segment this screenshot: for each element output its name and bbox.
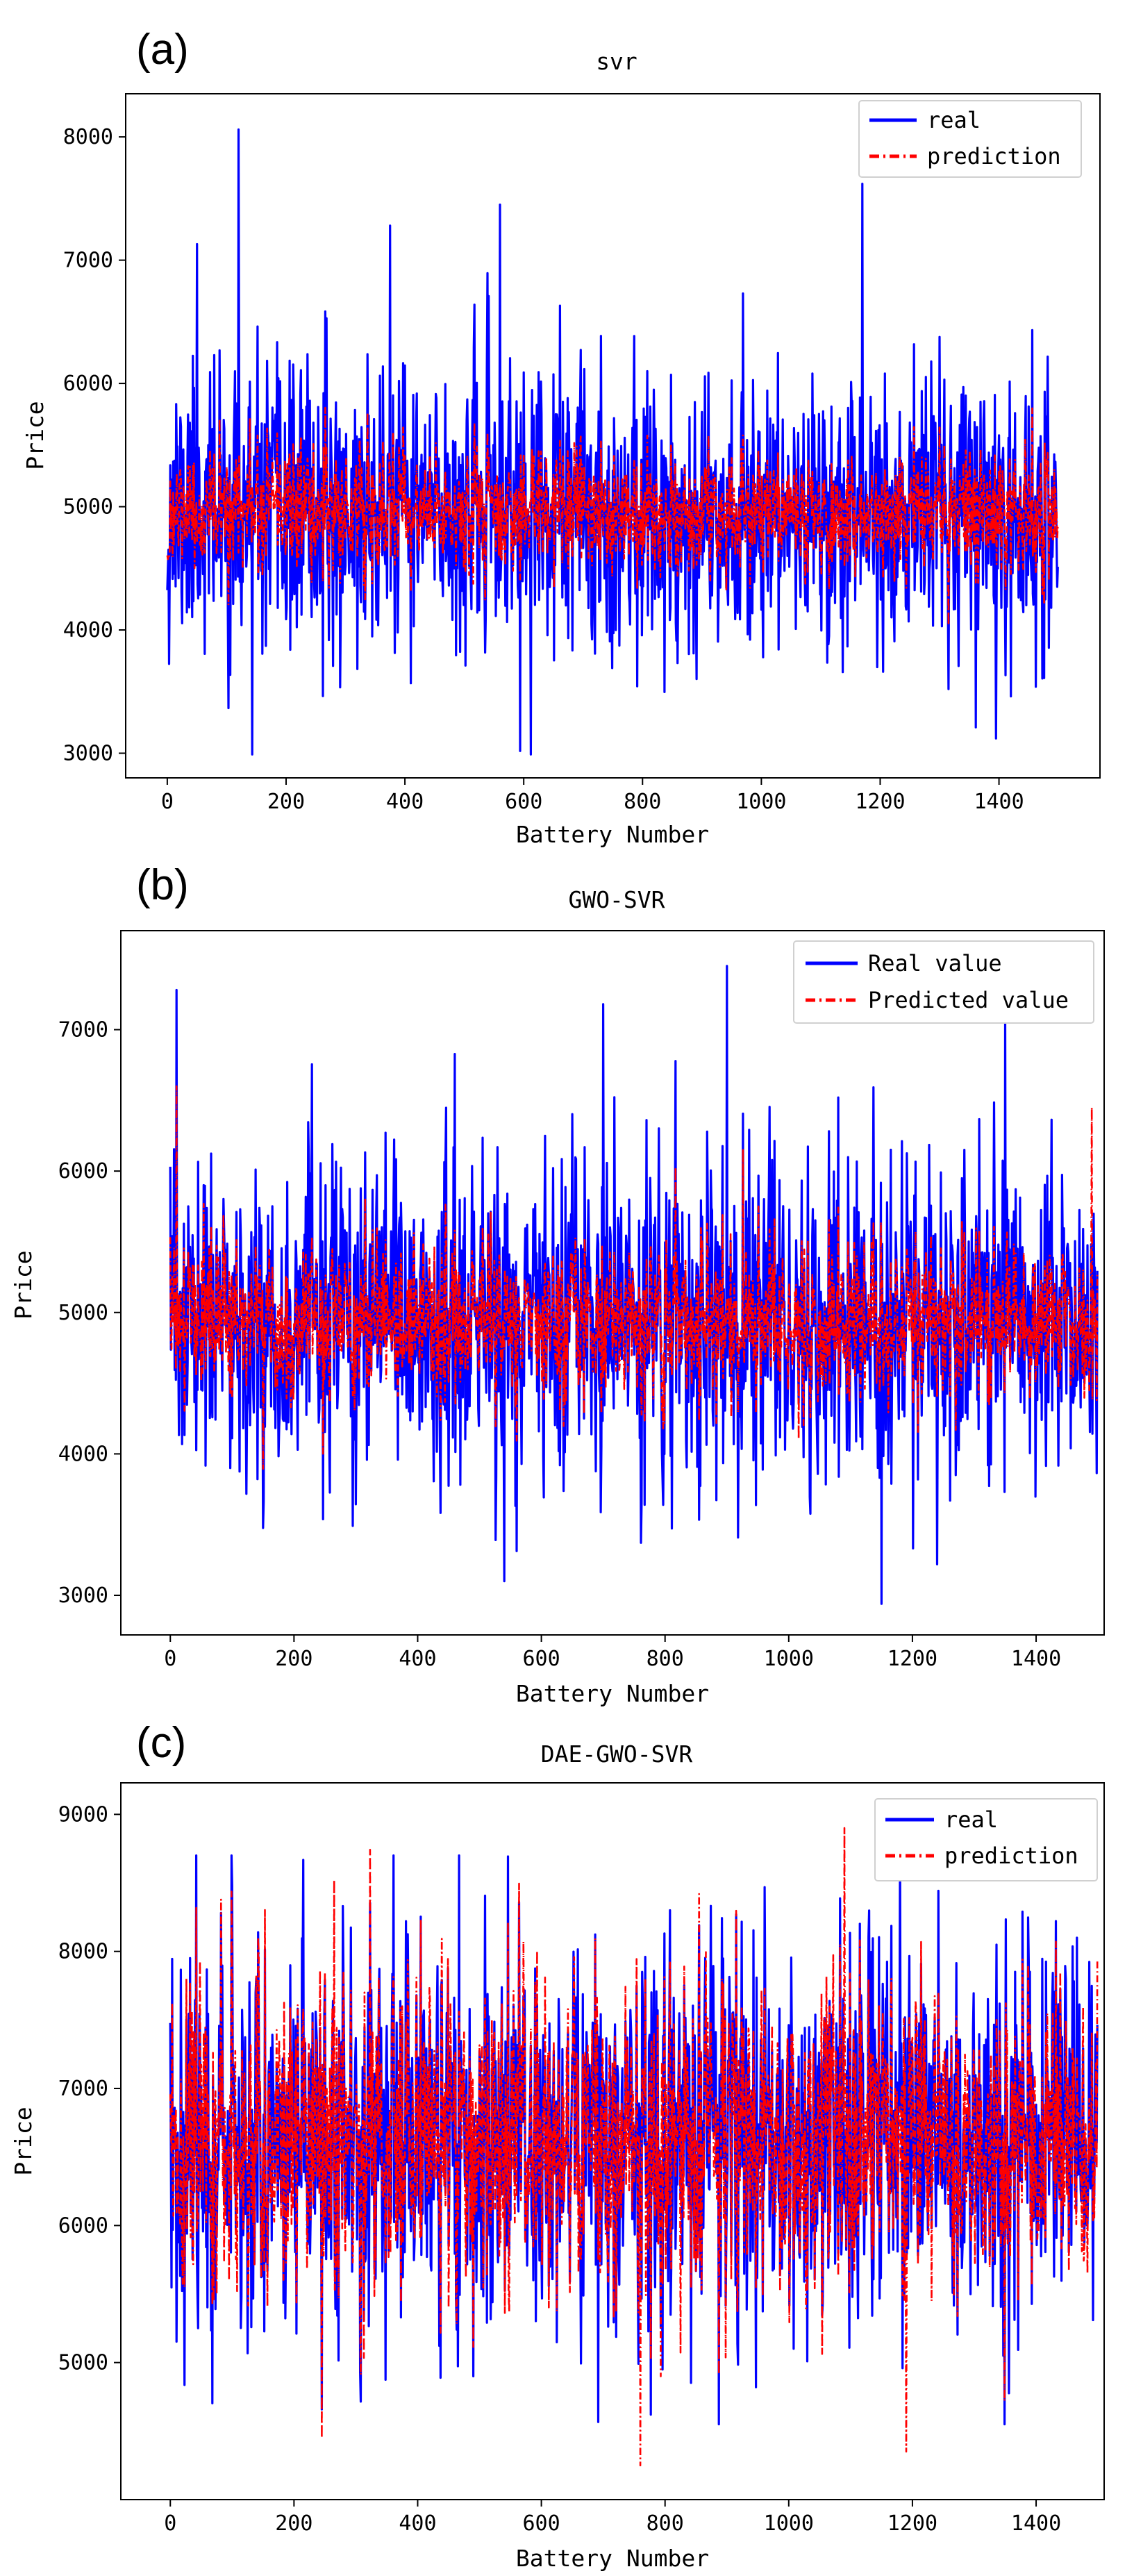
panel-c-x-tick-label: 600 <box>522 2511 560 2536</box>
panel-b-legend: Real value Predicted value <box>793 940 1094 1024</box>
panel-b-y-axis-label: Price <box>10 1250 37 1319</box>
panel-b-x-tick-label: 800 <box>647 1647 684 1671</box>
panel-a-x-tick-label: 600 <box>505 790 542 814</box>
panel-b-y-tick-label: 6000 <box>58 1159 108 1183</box>
panel-b-y-tick-label: 4000 <box>58 1442 108 1466</box>
panel-a-legend: real prediction <box>858 100 1082 178</box>
panel-c-title: DAE-GWO-SVR <box>541 1740 693 1768</box>
panel-b-x-ticks: 0 200 400 600 800 1000 1200 1400 <box>164 1635 1061 1671</box>
panel-c-x-axis-label: Battery Number <box>516 2545 709 2572</box>
panel-b-letter: (b) <box>136 861 189 909</box>
panel-c-y-tick-label: 5000 <box>58 2351 108 2375</box>
panel-b-x-tick-label: 400 <box>399 1647 436 1671</box>
panel-c-y-axis-label: Price <box>10 2106 37 2175</box>
panel-b-x-tick-label: 600 <box>522 1647 560 1671</box>
panel-b-y-ticks: 3000 4000 5000 6000 7000 <box>58 1018 121 1608</box>
panel-c-legend: real prediction <box>874 1798 1098 1881</box>
panel-c-x-tick-label: 1000 <box>764 2511 814 2536</box>
panel-b-series-prediction-line <box>169 1085 1099 1470</box>
panel-a-legend-real-label: real <box>927 107 981 133</box>
panel-a-y-tick-label: 7000 <box>63 249 113 273</box>
panel-b-x-tick-label: 1200 <box>887 1647 937 1671</box>
panel-c-x-tick-label: 200 <box>275 2511 312 2536</box>
panel-a-legend-prediction-label: prediction <box>927 143 1061 169</box>
panel-c-x-tick-label: 400 <box>399 2511 436 2536</box>
panel-c-plot <box>169 1827 1099 2466</box>
panel-a-series-prediction-line <box>166 406 1059 626</box>
panel-c: (c) DAE-GWO-SVR 0 200 400 600 800 1000 1200 140… <box>10 1719 1105 2572</box>
panel-a-y-tick-label: 4000 <box>63 618 113 642</box>
panel-a-y-tick-label: 8000 <box>63 125 113 149</box>
panel-b: (b) GWO-SVR 0 200 400 600 800 1000 1200 1400 30… <box>10 861 1105 1707</box>
panel-c-legend-prediction-label: prediction <box>944 1843 1078 1869</box>
panel-c-legend-real-label: real <box>944 1806 998 1833</box>
panel-c-x-tick-label: 1400 <box>1011 2511 1061 2536</box>
panel-b-axes-frame <box>120 930 1105 1636</box>
panel-c-y-tick-label: 8000 <box>58 1940 108 1964</box>
panel-c-y-tick-label: 9000 <box>58 1802 108 1827</box>
panel-a-plot <box>166 128 1059 756</box>
panel-b-x-tick-label: 1400 <box>1011 1647 1061 1671</box>
panel-b-legend-box <box>793 940 1094 1024</box>
panel-c-x-tick-label: 1200 <box>887 2511 937 2536</box>
panel-a-y-axis-label: Price <box>22 401 49 470</box>
panel-a-x-tick-label: 1000 <box>736 790 786 814</box>
panel-c-y-tick-label: 6000 <box>58 2213 108 2238</box>
panel-a: (a) svr 0 200 400 600 800 1000 1200 1400 3000 40… <box>22 26 1101 848</box>
panel-a-x-tick-label: 0 <box>161 790 174 814</box>
panel-c-x-tick-label: 0 <box>164 2511 176 2536</box>
panel-c-letter: (c) <box>136 1719 186 1767</box>
panel-b-x-tick-label: 1000 <box>764 1647 814 1671</box>
panel-a-x-ticks: 0 200 400 600 800 1000 1200 1400 <box>161 778 1024 814</box>
panel-a-title: svr <box>596 48 637 75</box>
panel-b-title: GWO-SVR <box>568 886 665 913</box>
panel-a-y-tick-label: 6000 <box>63 372 113 396</box>
panel-b-y-tick-label: 7000 <box>58 1018 108 1042</box>
panel-b-legend-real-label: Real value <box>868 950 1002 977</box>
panel-b-plot <box>169 965 1099 1605</box>
panel-c-series-prediction-line <box>169 1827 1099 2466</box>
panel-a-x-tick-label: 1200 <box>855 790 905 814</box>
panel-c-y-ticks: 5000 6000 7000 8000 9000 <box>58 1802 121 2375</box>
panel-c-x-tick-label: 800 <box>647 2511 684 2536</box>
panel-b-y-tick-label: 5000 <box>58 1301 108 1325</box>
panel-a-x-tick-label: 1400 <box>974 790 1024 814</box>
panel-c-y-tick-label: 7000 <box>58 2077 108 2101</box>
panel-a-y-ticks: 3000 4000 5000 6000 7000 8000 <box>63 125 126 766</box>
panel-a-letter: (a) <box>136 26 189 74</box>
panel-a-axes-frame <box>125 93 1101 779</box>
panel-b-x-axis-label: Battery Number <box>516 1680 709 1707</box>
panel-a-y-tick-label: 3000 <box>63 742 113 766</box>
panel-a-y-tick-label: 5000 <box>63 495 113 520</box>
panel-b-x-tick-label: 200 <box>275 1647 312 1671</box>
panel-a-x-tick-label: 800 <box>624 790 661 814</box>
panel-b-y-tick-label: 3000 <box>58 1584 108 1608</box>
panel-b-x-tick-label: 0 <box>164 1647 176 1671</box>
panel-a-x-axis-label: Battery Number <box>516 821 709 848</box>
panel-c-axes-frame <box>120 1782 1105 2500</box>
panel-c-x-ticks: 0 200 400 600 800 1000 1200 1400 <box>164 2500 1061 2536</box>
panel-a-x-tick-label: 400 <box>386 790 424 814</box>
panel-b-legend-prediction-label: Predicted value <box>868 987 1069 1013</box>
panel-a-x-tick-label: 200 <box>267 790 305 814</box>
